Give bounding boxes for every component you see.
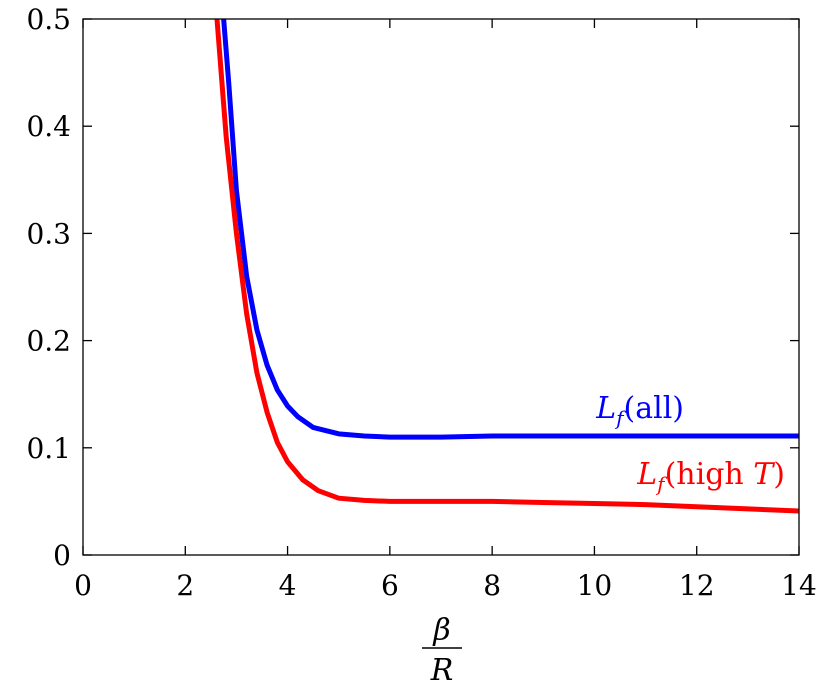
x-tick-label: 2 (176, 569, 194, 602)
y-tick-label: 0.4 (26, 110, 71, 143)
x-axis-label-denominator: R (430, 653, 454, 688)
x-axis-label-numerator: β (432, 613, 450, 648)
x-tick-label: 8 (483, 569, 501, 602)
series-line-high-t (214, 19, 799, 514)
y-tick-label: 0 (53, 539, 71, 572)
y-tick-label: 0.3 (26, 217, 71, 250)
series-line-all (221, 19, 799, 440)
y-tick-label: 0.2 (26, 325, 71, 358)
y-tick-label: 0.5 (26, 3, 71, 36)
series-label-all: Lf(all) (595, 391, 684, 430)
x-tick-label: 4 (279, 569, 297, 602)
series-labels: Lf(all) Lf(high T) (595, 391, 785, 496)
series-lines (214, 19, 799, 514)
x-tick-label: 0 (74, 569, 92, 602)
x-tick-label: 6 (381, 569, 399, 602)
x-tick-label: 14 (781, 569, 817, 602)
x-axis-label: β R (422, 613, 462, 688)
tick-labels: 0 2 4 6 8 10 12 14 0 0.1 0.2 0.3 0.4 0.5 (26, 3, 816, 602)
plot-frame (82, 18, 800, 556)
y-tick-label: 0.1 (26, 432, 71, 465)
x-tick-label: 10 (577, 569, 613, 602)
series-label-high-t: Lf(high T) (636, 457, 785, 496)
x-tick-label: 12 (679, 569, 715, 602)
